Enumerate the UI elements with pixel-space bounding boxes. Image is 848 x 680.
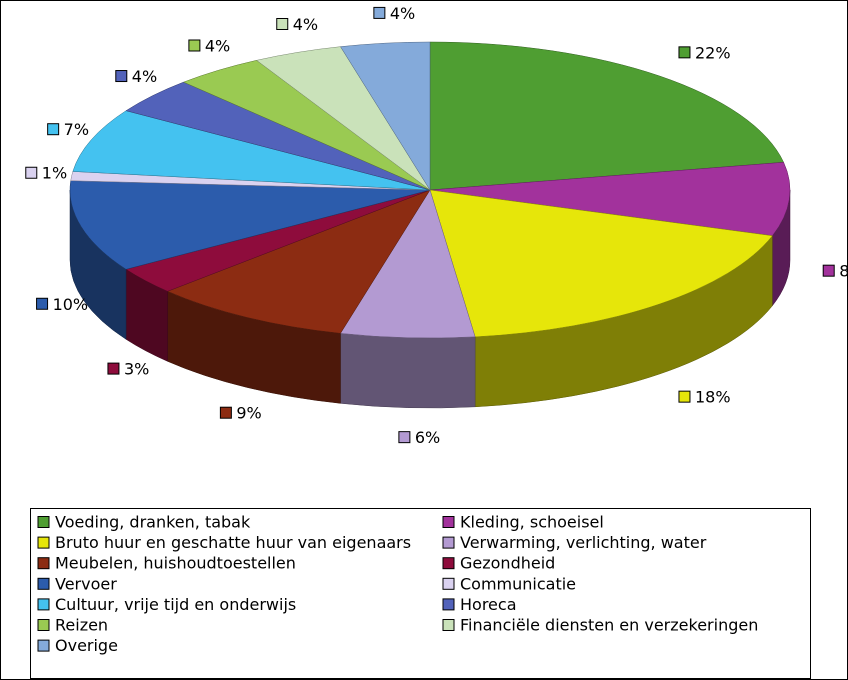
data-label: 1% bbox=[42, 164, 67, 183]
legend-swatch bbox=[37, 536, 50, 549]
data-label: 4% bbox=[205, 36, 230, 55]
data-label: 4% bbox=[293, 15, 318, 34]
label-swatch bbox=[47, 123, 60, 136]
legend-label: Communicatie bbox=[460, 574, 576, 593]
data-label: 6% bbox=[415, 428, 440, 447]
label-swatch bbox=[678, 46, 691, 59]
legend-label: Overige bbox=[55, 636, 118, 655]
legend-label: Meubelen, huishoudtoestellen bbox=[55, 554, 296, 573]
pie-slice bbox=[340, 41, 431, 191]
legend-label: Kleding, schoeisel bbox=[460, 513, 604, 532]
legend-box bbox=[30, 508, 811, 679]
pie-tops bbox=[69, 41, 791, 339]
label-swatch bbox=[678, 390, 691, 403]
legend: Voeding, dranken, tabak Kleding, schoeise… bbox=[37, 513, 758, 655]
label-swatch bbox=[107, 362, 120, 375]
legend-swatch bbox=[37, 577, 50, 590]
legend-swatch bbox=[442, 536, 455, 549]
legend-swatch bbox=[442, 619, 455, 631]
pie-slice bbox=[69, 180, 431, 270]
legend-swatch bbox=[442, 598, 455, 611]
pie-slice bbox=[429, 189, 773, 338]
legend-label: Gezondheid bbox=[460, 554, 555, 573]
label-swatch bbox=[276, 17, 289, 30]
label-swatch bbox=[188, 39, 201, 52]
data-label: 10% bbox=[53, 295, 89, 314]
pie-slice bbox=[166, 189, 431, 334]
label-swatch bbox=[822, 264, 835, 277]
pie-side bbox=[340, 333, 476, 409]
label-swatch bbox=[36, 297, 49, 310]
data-label: 4% bbox=[390, 4, 415, 23]
legend-label: Financiële diensten en verzekeringen bbox=[460, 616, 758, 635]
data-label: 18% bbox=[695, 388, 731, 407]
legend-label: Reizen bbox=[55, 616, 108, 635]
legend-swatch bbox=[442, 516, 455, 528]
legend-label: Voeding, dranken, tabak bbox=[55, 513, 251, 532]
legend-label: Bruto huur en geschatte huur van eigenaa… bbox=[55, 533, 411, 552]
legend-swatch bbox=[37, 557, 50, 570]
legend-swatch bbox=[37, 639, 50, 652]
label-swatch bbox=[25, 166, 38, 179]
pie-slice bbox=[72, 110, 431, 191]
pie-slice bbox=[429, 162, 791, 237]
data-label: 7% bbox=[64, 120, 89, 139]
legend-label: Verwarming, verlichting, water bbox=[460, 533, 707, 552]
pie-slice bbox=[429, 41, 785, 191]
label-swatch bbox=[219, 406, 232, 419]
label-swatch bbox=[115, 70, 128, 83]
data-label: 3% bbox=[124, 360, 149, 379]
legend-label: Cultuur, vrije tijd en onderwijs bbox=[55, 595, 296, 614]
legend-label: Horeca bbox=[460, 595, 517, 614]
pie-sides bbox=[69, 189, 791, 409]
data-labels: 22% 8% 18% 6% 9% 3% 10% 1% 7% 4% 4% 4% 4% bbox=[25, 4, 848, 447]
legend-swatch bbox=[37, 516, 50, 528]
legend-swatch bbox=[37, 598, 50, 611]
legend-swatch bbox=[442, 577, 455, 590]
data-label: 8% bbox=[839, 262, 848, 281]
legend-label: Vervoer bbox=[55, 574, 117, 593]
legend-swatch bbox=[442, 557, 455, 570]
data-label: 9% bbox=[236, 404, 261, 423]
data-label: 4% bbox=[132, 67, 157, 86]
label-swatch bbox=[398, 431, 411, 444]
legend-swatch bbox=[37, 619, 50, 631]
label-swatch bbox=[373, 6, 386, 19]
data-label: 22% bbox=[695, 43, 731, 62]
pie-slice bbox=[340, 189, 476, 339]
